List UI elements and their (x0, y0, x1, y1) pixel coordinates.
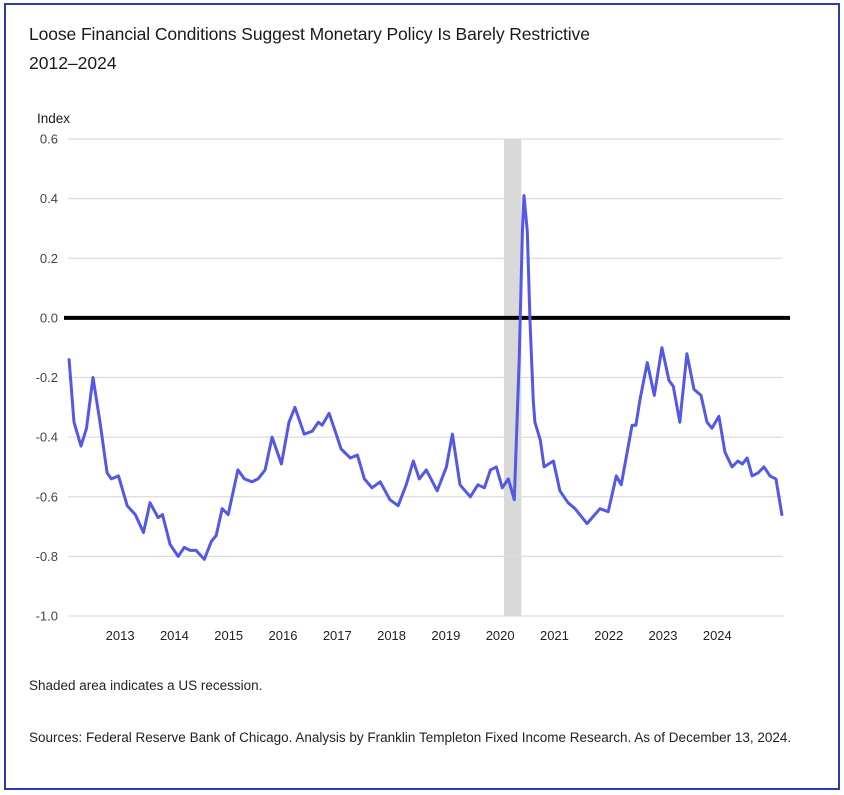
y-tick-label: 0.0 (40, 310, 58, 325)
x-axis-ticks: 2013 2014 2015 2016 2017 2018 2019 2020 2021 2022… (106, 628, 732, 643)
x-tick-label: 2013 (106, 628, 135, 643)
x-tick-label: 2019 (431, 628, 460, 643)
gridlines (68, 138, 783, 617)
x-tick-label: 2018 (377, 628, 406, 643)
x-tick-label: 2020 (486, 628, 515, 643)
chart-subtitle: 2012–2024 (29, 53, 117, 73)
x-tick-label: 2014 (160, 628, 189, 643)
y-axis-label: Index (37, 111, 71, 126)
x-tick-label: 2023 (649, 628, 678, 643)
x-tick-label: 2021 (540, 628, 569, 643)
y-axis-ticks: 0.6 0.4 0.2 0.0 -0.2 -0.4 -0.6 -0.8 -1.0 (36, 132, 58, 624)
y-tick-label: -0.6 (36, 489, 58, 504)
y-tick-label: -0.2 (36, 370, 58, 385)
x-tick-label: 2016 (269, 628, 298, 643)
x-tick-label: 2015 (214, 628, 243, 643)
recession-note: Shaded area indicates a US recession. (29, 678, 263, 693)
x-tick-label: 2022 (594, 628, 623, 643)
y-tick-label: -1.0 (36, 609, 58, 624)
chart-title: Loose Financial Conditions Suggest Monet… (29, 24, 590, 44)
y-tick-label: -0.8 (36, 549, 58, 564)
x-tick-label: 2024 (703, 628, 732, 643)
chart-frame (4, 3, 840, 790)
y-tick-label: 0.4 (40, 191, 58, 206)
source-note: Sources: Federal Reserve Bank of Chicago… (29, 730, 792, 745)
series-line-0 (67, 194, 784, 561)
series-layer (67, 194, 784, 561)
y-tick-label: 0.2 (40, 251, 58, 266)
x-tick-label: 2017 (323, 628, 352, 643)
y-tick-label: 0.6 (40, 132, 58, 147)
y-tick-label: -0.4 (36, 430, 58, 445)
